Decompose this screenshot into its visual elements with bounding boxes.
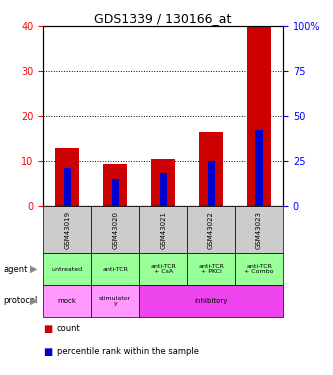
Bar <box>160 172 167 206</box>
Text: anti-TCR
+ CsA: anti-TCR + CsA <box>150 264 176 274</box>
Bar <box>255 130 263 206</box>
Text: GSM43020: GSM43020 <box>112 211 118 249</box>
Text: GSM43023: GSM43023 <box>256 211 262 249</box>
Bar <box>112 179 119 206</box>
Text: anti-TCR
+ Combo: anti-TCR + Combo <box>244 264 274 274</box>
Text: protocol: protocol <box>3 296 38 305</box>
Text: ▶: ▶ <box>30 264 37 274</box>
Bar <box>64 168 71 206</box>
Bar <box>199 132 223 206</box>
Bar <box>247 26 271 206</box>
Text: agent: agent <box>3 265 28 274</box>
Text: ▶: ▶ <box>30 296 37 306</box>
Bar <box>151 159 175 206</box>
Text: GSM43019: GSM43019 <box>64 211 70 249</box>
Text: stimulator
y: stimulator y <box>99 296 131 306</box>
Text: untreated: untreated <box>52 267 83 272</box>
Text: anti-TCR: anti-TCR <box>102 267 128 272</box>
Text: anti-TCR
+ PKCi: anti-TCR + PKCi <box>198 264 224 274</box>
Text: percentile rank within the sample: percentile rank within the sample <box>57 347 198 356</box>
Text: count: count <box>57 324 80 333</box>
Bar <box>55 148 79 206</box>
Bar <box>103 164 127 206</box>
Text: mock: mock <box>58 298 77 304</box>
Text: ■: ■ <box>43 347 53 357</box>
Text: ■: ■ <box>43 324 53 334</box>
Title: GDS1339 / 130166_at: GDS1339 / 130166_at <box>95 12 232 25</box>
Bar <box>207 161 215 206</box>
Text: inhibitory: inhibitory <box>194 298 228 304</box>
Text: GSM43021: GSM43021 <box>160 211 166 249</box>
Text: GSM43022: GSM43022 <box>208 211 214 249</box>
